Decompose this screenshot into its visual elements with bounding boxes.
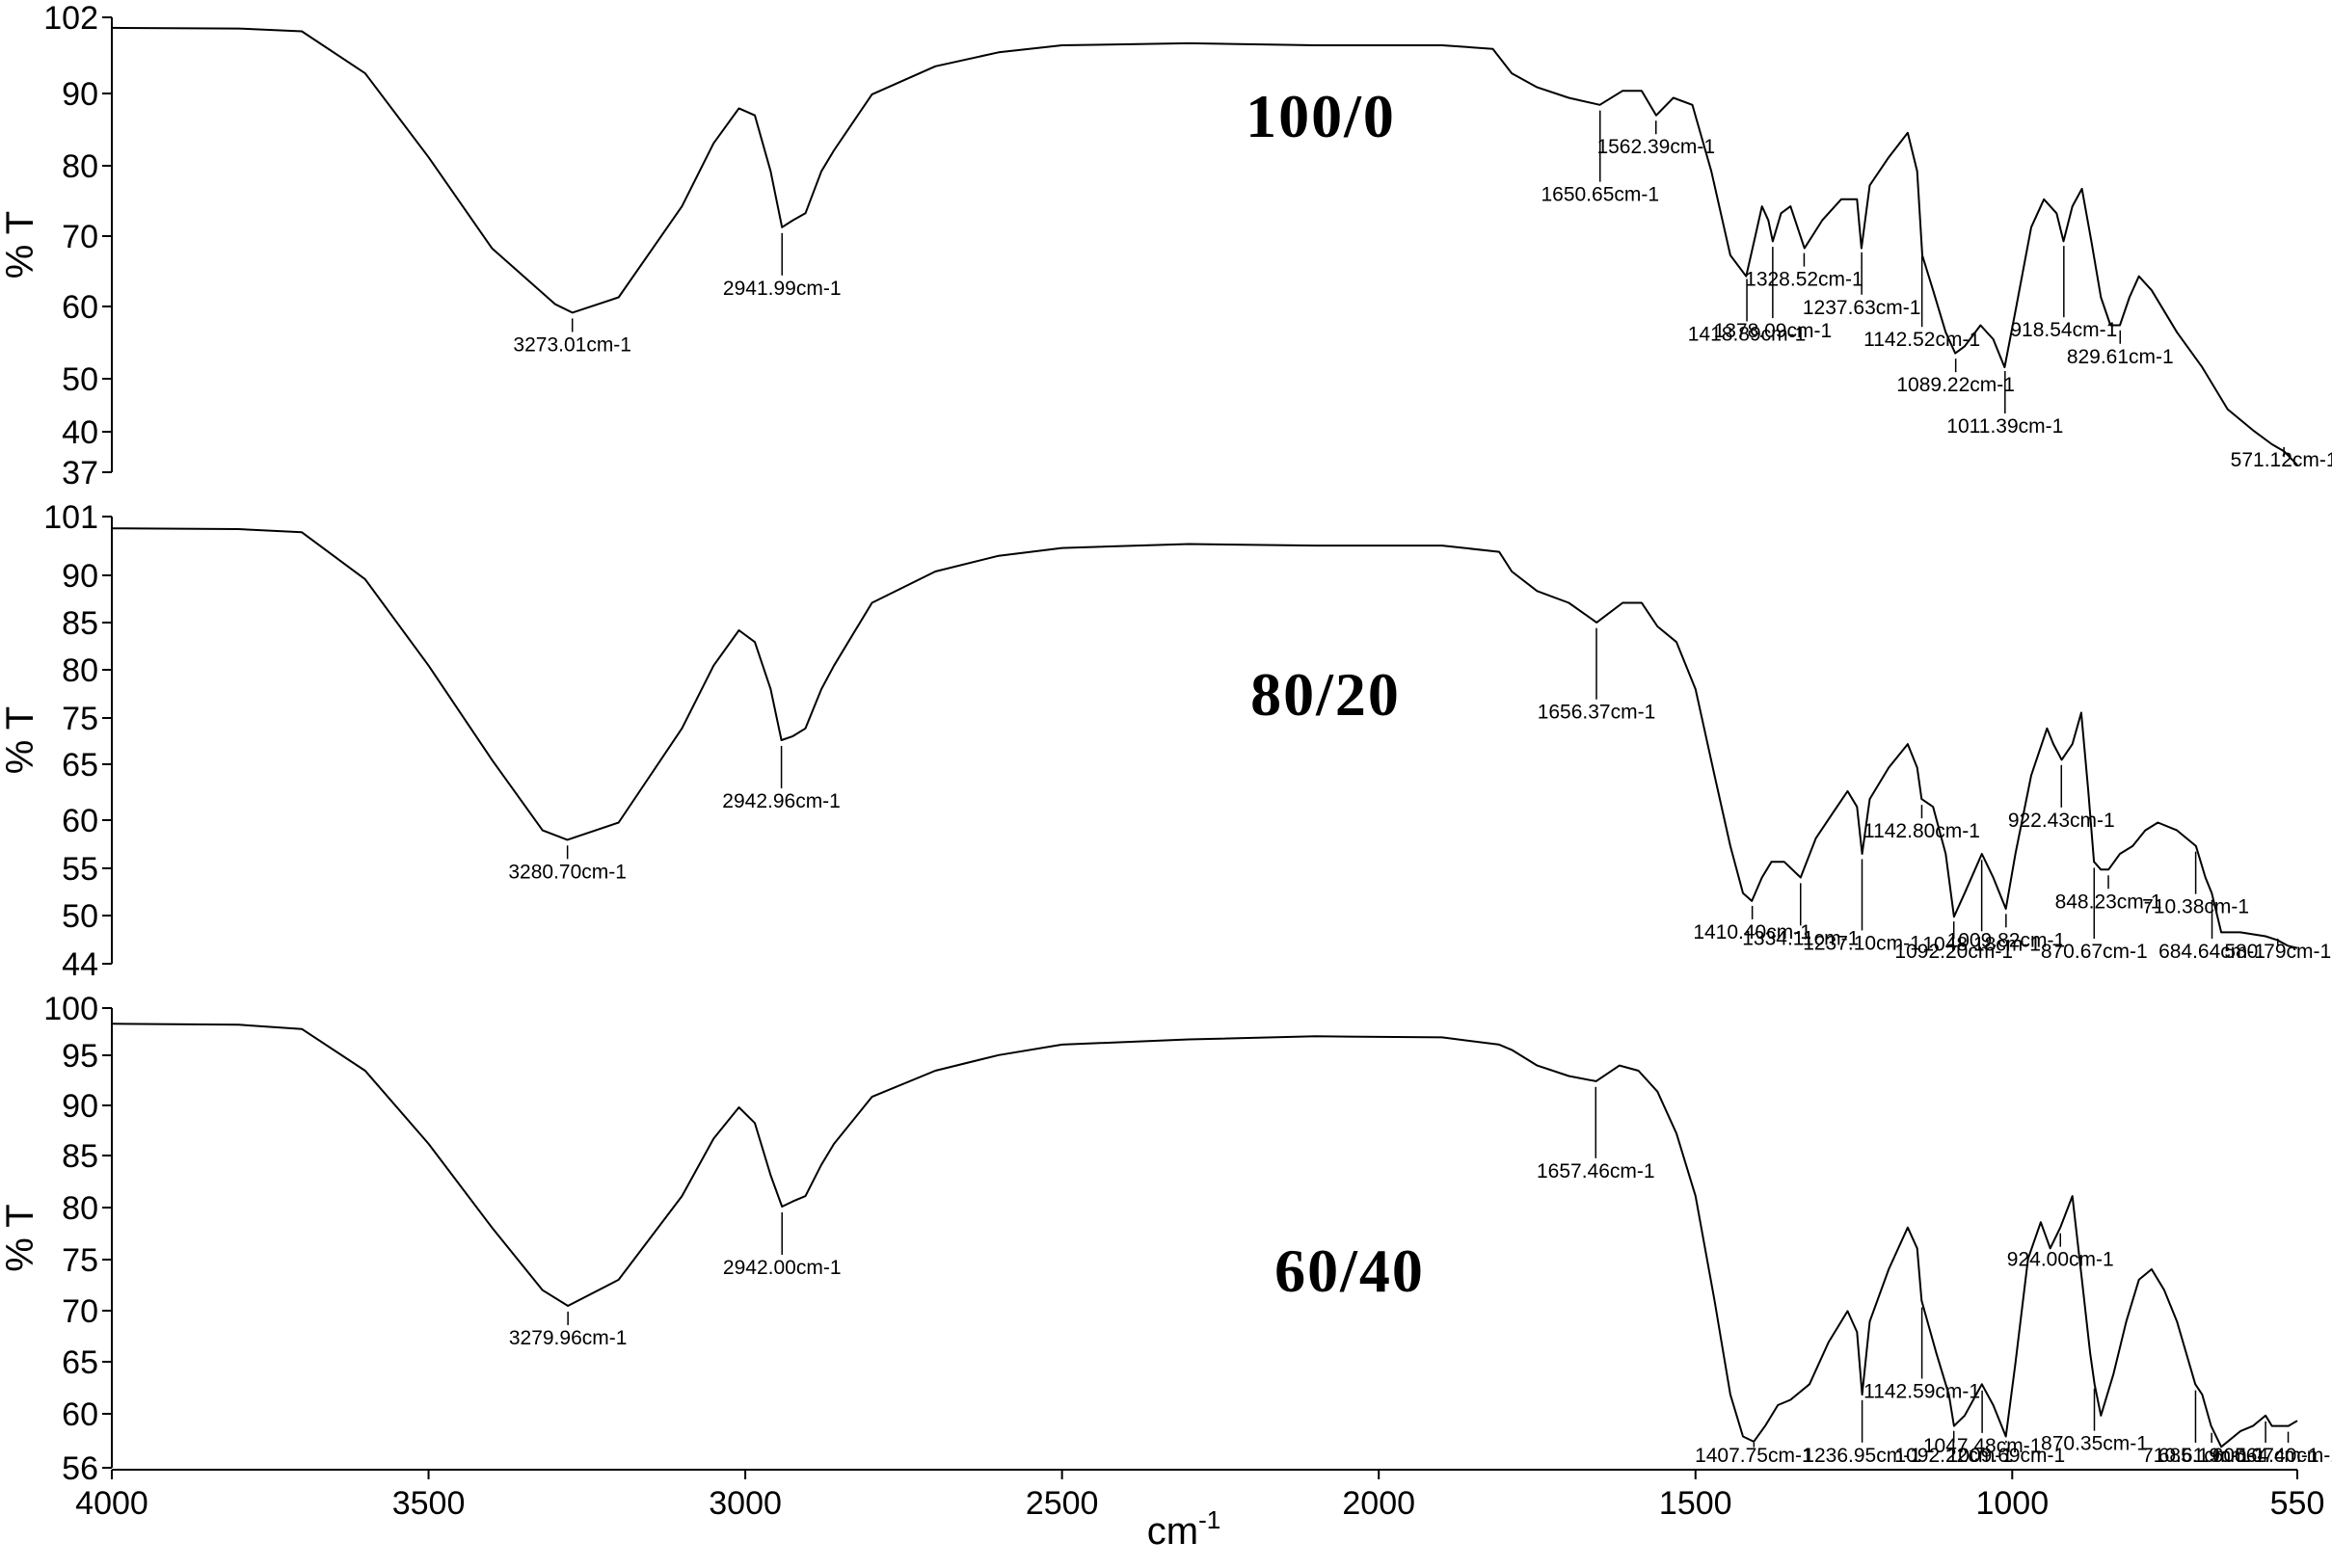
peak-label-3: 564.40cm-1 (2235, 1445, 2332, 1467)
peak-label-2: 922.43cm-1 (2008, 810, 2115, 832)
peak-label-1: 1650.65cm-1 (1541, 184, 1659, 206)
peak-label-1: 1328.52cm-1 (1745, 269, 1863, 291)
x-tick-label: 3500 (392, 1485, 466, 1522)
peak-label-1: 918.54cm-1 (2010, 319, 2117, 341)
spectrum-line-3 (111, 1023, 2298, 1448)
y-tick-label-1: 80 (62, 148, 98, 185)
peak-label-3: 2942.00cm-1 (723, 1257, 842, 1279)
y-tick-label-2: 60 (62, 803, 98, 839)
y-tick-label-2: 65 (62, 747, 98, 784)
peak-label-1: 1562.39cm-1 (1596, 136, 1715, 158)
y-tick-label-1: 90 (62, 76, 98, 113)
x-axis-label-superscript: -1 (1198, 1505, 1220, 1534)
peak-label-1: 571.12cm-1 (2231, 449, 2332, 471)
y-tick-label-3: 70 (62, 1293, 98, 1330)
y-tick-label-3: 100 (43, 991, 98, 1027)
peak-label-2: 684.64cm-1 (2158, 941, 2265, 963)
y-axis-label-2: % T (0, 706, 41, 774)
y-axis-label-3: % T (0, 1204, 41, 1271)
peak-label-3: 924.00cm-1 (2007, 1249, 2114, 1271)
peak-label-3: 3279.96cm-1 (509, 1327, 628, 1349)
y-tick-label-1: 70 (62, 219, 98, 255)
y-tick-label-2: 44 (62, 946, 98, 983)
x-tick-label: 550 (2270, 1485, 2325, 1522)
peak-label-1: 1418.89cm-1 (1688, 323, 1807, 345)
peak-label-2: 2942.96cm-1 (722, 790, 841, 812)
y-tick-label-3: 60 (62, 1396, 98, 1433)
y-tick-label-2: 85 (62, 605, 98, 642)
peak-label-3: 1407.75cm-1 (1695, 1445, 1813, 1467)
peak-label-3: 1657.46cm-1 (1537, 1160, 1655, 1183)
peak-label-3: 600.07cm-1 (2212, 1445, 2319, 1467)
peak-label-2: 1656.37cm-1 (1538, 702, 1656, 724)
peak-label-3: 1009.69cm-1 (1947, 1445, 2066, 1467)
y-tick-label-1: 60 (62, 289, 98, 326)
peak-label-2: 1142.80cm-1 (1863, 820, 1980, 842)
peak-label-2: 1092.20cm-1 (1894, 941, 2013, 963)
peak-label-3: 870.35cm-1 (2041, 1433, 2148, 1455)
y-tick-label-3: 90 (62, 1088, 98, 1125)
sample-label-1: 100/0 (1246, 82, 1396, 150)
peak-label-2: 710.38cm-1 (2142, 896, 2249, 918)
peak-label-1: 1089.22cm-1 (1896, 374, 2015, 396)
y-tick-label-1: 40 (62, 414, 98, 451)
x-axis-label: cm-1 (1147, 1505, 1220, 1553)
peak-label-3: 685.19cm-1 (2158, 1445, 2265, 1467)
peak-label-1: 1237.63cm-1 (1803, 297, 1921, 319)
peak-label-2: 848.23cm-1 (2055, 890, 2162, 913)
y-tick-label-3: 95 (62, 1038, 98, 1075)
y-axis-label-1: % T (0, 211, 41, 279)
y-tick-label-3: 85 (62, 1138, 98, 1175)
sample-label-2: 80/20 (1250, 660, 1401, 729)
peak-label-1: 829.61cm-1 (2067, 346, 2174, 368)
peak-label-2: 3280.70cm-1 (508, 861, 627, 883)
y-tick-label-3: 80 (62, 1190, 98, 1227)
peak-label-3: 1047.48cm-1 (1923, 1435, 2042, 1457)
peak-label-2: 580.79cm-1 (2224, 941, 2331, 963)
peak-label-3: 1092.22cm-1 (1894, 1445, 2013, 1467)
peak-label-1: 1142.52cm-1 (1863, 329, 1980, 351)
peak-label-3: 1236.95cm-1 (1803, 1445, 1921, 1467)
peak-label-1: 3273.01cm-1 (513, 333, 631, 356)
peak-label-1: 1011.39cm-1 (1946, 415, 2063, 438)
y-tick-label-3: 75 (62, 1242, 98, 1279)
x-tick-label: 4000 (75, 1485, 148, 1522)
sample-label-3: 60/40 (1274, 1236, 1425, 1305)
x-tick-label: 2000 (1342, 1485, 1415, 1522)
x-tick-label: 2500 (1026, 1485, 1099, 1522)
y-tick-label-1: 37 (62, 455, 98, 492)
x-axis-label-base: cm (1147, 1510, 1198, 1553)
x-tick-label: 1000 (1975, 1485, 2049, 1522)
peak-label-2: 1048.18cm-1 (1922, 933, 2041, 955)
spectrum-line-2 (111, 527, 2298, 949)
peak-label-1: 2941.99cm-1 (723, 278, 842, 300)
y-tick-label-3: 65 (62, 1344, 98, 1381)
x-tick-label: 3000 (709, 1485, 782, 1522)
peak-label-2: 1410.40cm-1 (1693, 921, 1811, 943)
spectrum-line-1 (111, 26, 2298, 466)
y-tick-label-2: 101 (43, 499, 98, 536)
y-tick-label-2: 90 (62, 558, 98, 595)
y-tick-label-3: 56 (62, 1450, 98, 1487)
peak-label-2: 870.67cm-1 (2041, 941, 2148, 963)
peak-label-2: 1009.82cm-1 (1947, 929, 2066, 951)
y-tick-label-1: 50 (62, 361, 98, 398)
peak-label-2: 1334.11cm-1 (1742, 927, 1859, 949)
peak-label-3: 1142.59cm-1 (1863, 1381, 1980, 1403)
y-tick-label-2: 80 (62, 652, 98, 689)
peak-label-1: 1378.09cm-1 (1714, 320, 1833, 342)
y-tick-label-1: 102 (43, 0, 98, 37)
peak-label-3: 710.61cm-1 (2142, 1445, 2249, 1467)
peak-label-2: 1237.10cm-1 (1803, 932, 1921, 954)
y-tick-label-2: 50 (62, 898, 98, 935)
x-tick-label: 1500 (1659, 1485, 1732, 1522)
y-tick-label-2: 75 (62, 701, 98, 737)
y-tick-label-2: 55 (62, 851, 98, 888)
